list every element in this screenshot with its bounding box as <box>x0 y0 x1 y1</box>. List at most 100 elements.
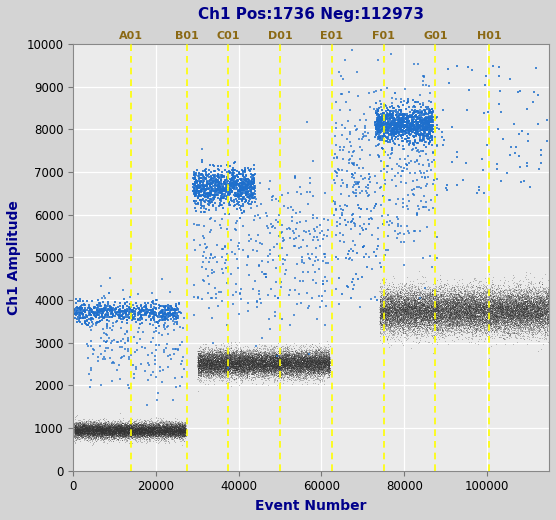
Point <box>297 366 306 374</box>
Point <box>260 374 269 382</box>
Point <box>234 350 243 358</box>
Point <box>192 188 201 196</box>
Point <box>478 308 486 316</box>
Point <box>450 307 459 315</box>
Point <box>402 294 411 302</box>
Point <box>88 423 97 431</box>
Point <box>403 289 412 297</box>
Point <box>85 432 94 440</box>
Point <box>501 302 510 310</box>
Point <box>75 430 83 438</box>
Point <box>416 292 425 301</box>
Point <box>302 361 311 370</box>
Point <box>223 360 232 368</box>
Point <box>237 351 246 359</box>
Point <box>323 359 332 367</box>
Point <box>394 109 403 118</box>
Point <box>249 365 257 373</box>
Point <box>106 426 115 435</box>
Point <box>492 306 500 315</box>
Point <box>281 364 290 372</box>
Point <box>427 313 436 321</box>
Point <box>247 183 256 191</box>
Point <box>88 308 97 316</box>
Point <box>498 295 507 304</box>
Point <box>242 366 251 374</box>
Point <box>403 293 411 301</box>
Point <box>202 356 211 365</box>
Point <box>460 314 469 322</box>
Point <box>488 287 497 295</box>
Point <box>400 292 409 301</box>
Point <box>125 425 134 434</box>
Point <box>431 309 440 317</box>
Point <box>140 425 148 434</box>
Point <box>454 304 463 313</box>
Point <box>317 347 326 355</box>
Point <box>77 428 86 437</box>
Point <box>420 308 429 316</box>
Point <box>216 367 225 375</box>
Point <box>100 425 109 434</box>
Point <box>179 422 188 430</box>
Point <box>214 365 222 373</box>
Point <box>300 352 309 360</box>
Point <box>215 165 224 174</box>
Point <box>211 366 220 374</box>
Point <box>178 428 187 436</box>
Point <box>508 298 517 307</box>
Point <box>519 302 528 310</box>
Point <box>111 427 120 436</box>
Point <box>151 423 160 431</box>
Point <box>223 352 232 360</box>
Point <box>312 349 321 357</box>
Point <box>454 319 463 327</box>
Point <box>485 309 494 317</box>
Point <box>195 178 204 186</box>
Point <box>119 427 128 435</box>
Point <box>275 357 284 366</box>
Point <box>505 291 514 299</box>
Point <box>102 429 111 437</box>
Point <box>282 360 291 369</box>
Point <box>450 298 459 306</box>
Point <box>72 424 81 433</box>
Point <box>221 352 230 360</box>
Point <box>88 422 97 430</box>
Point <box>522 303 531 311</box>
Point <box>438 319 447 327</box>
Point <box>259 369 268 377</box>
Point <box>219 365 228 373</box>
Point <box>83 429 92 437</box>
Point <box>430 318 439 327</box>
Point <box>297 360 306 368</box>
Point <box>407 284 416 293</box>
Point <box>88 424 97 433</box>
Point <box>453 318 461 327</box>
Point <box>296 361 305 370</box>
Point <box>283 364 292 372</box>
Point <box>297 355 306 363</box>
Point <box>156 421 165 430</box>
Point <box>533 313 542 321</box>
Point <box>421 302 430 310</box>
Point <box>421 315 430 323</box>
Point <box>87 429 96 437</box>
Point <box>117 425 126 433</box>
Point <box>207 365 216 373</box>
Point <box>255 353 264 361</box>
Point <box>122 437 131 445</box>
Point <box>158 425 167 433</box>
Point <box>490 312 499 320</box>
Point <box>81 428 90 436</box>
Point <box>375 328 384 336</box>
Point <box>306 359 315 367</box>
Point <box>484 294 493 303</box>
Point <box>283 364 292 372</box>
Point <box>390 122 399 131</box>
Point <box>490 304 499 312</box>
Point <box>269 368 278 376</box>
Point <box>116 421 125 430</box>
Point <box>484 301 493 309</box>
Point <box>312 356 321 365</box>
